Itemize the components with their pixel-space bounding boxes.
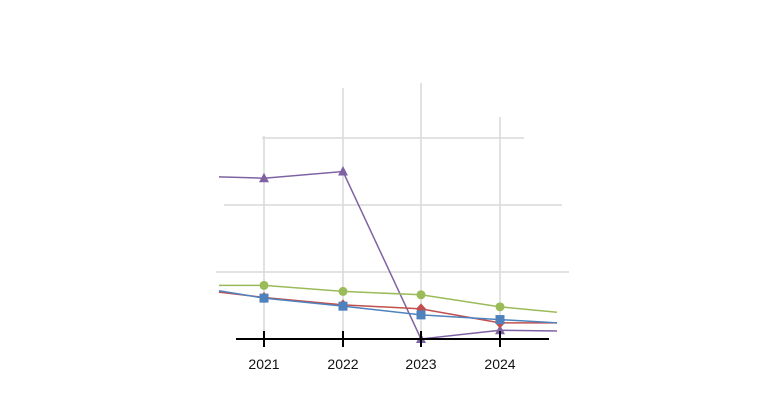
series-line xyxy=(218,170,558,340)
data-point xyxy=(416,310,426,320)
x-axis-ticks: 2021 2022 2023 2024 xyxy=(248,331,516,372)
series-diamond xyxy=(218,291,557,329)
data-point xyxy=(495,324,505,335)
series-triangle xyxy=(218,166,558,343)
data-point xyxy=(259,280,269,290)
data-point xyxy=(259,293,269,303)
series-line xyxy=(219,284,558,313)
data-point xyxy=(416,290,426,300)
series-group xyxy=(218,166,558,343)
data-point xyxy=(338,286,348,296)
series-circle xyxy=(219,280,558,313)
x-tick-label: 2021 xyxy=(248,356,279,372)
data-point xyxy=(495,315,505,325)
series-square xyxy=(218,290,558,325)
data-point xyxy=(495,302,505,312)
x-tick-label: 2022 xyxy=(327,356,358,372)
data-point xyxy=(338,301,348,311)
x-tick-label: 2024 xyxy=(484,356,515,372)
x-tick-label: 2023 xyxy=(405,356,436,372)
data-point xyxy=(259,172,269,183)
series-line xyxy=(218,290,558,324)
data-point xyxy=(338,166,348,176)
gridlines xyxy=(216,83,569,339)
